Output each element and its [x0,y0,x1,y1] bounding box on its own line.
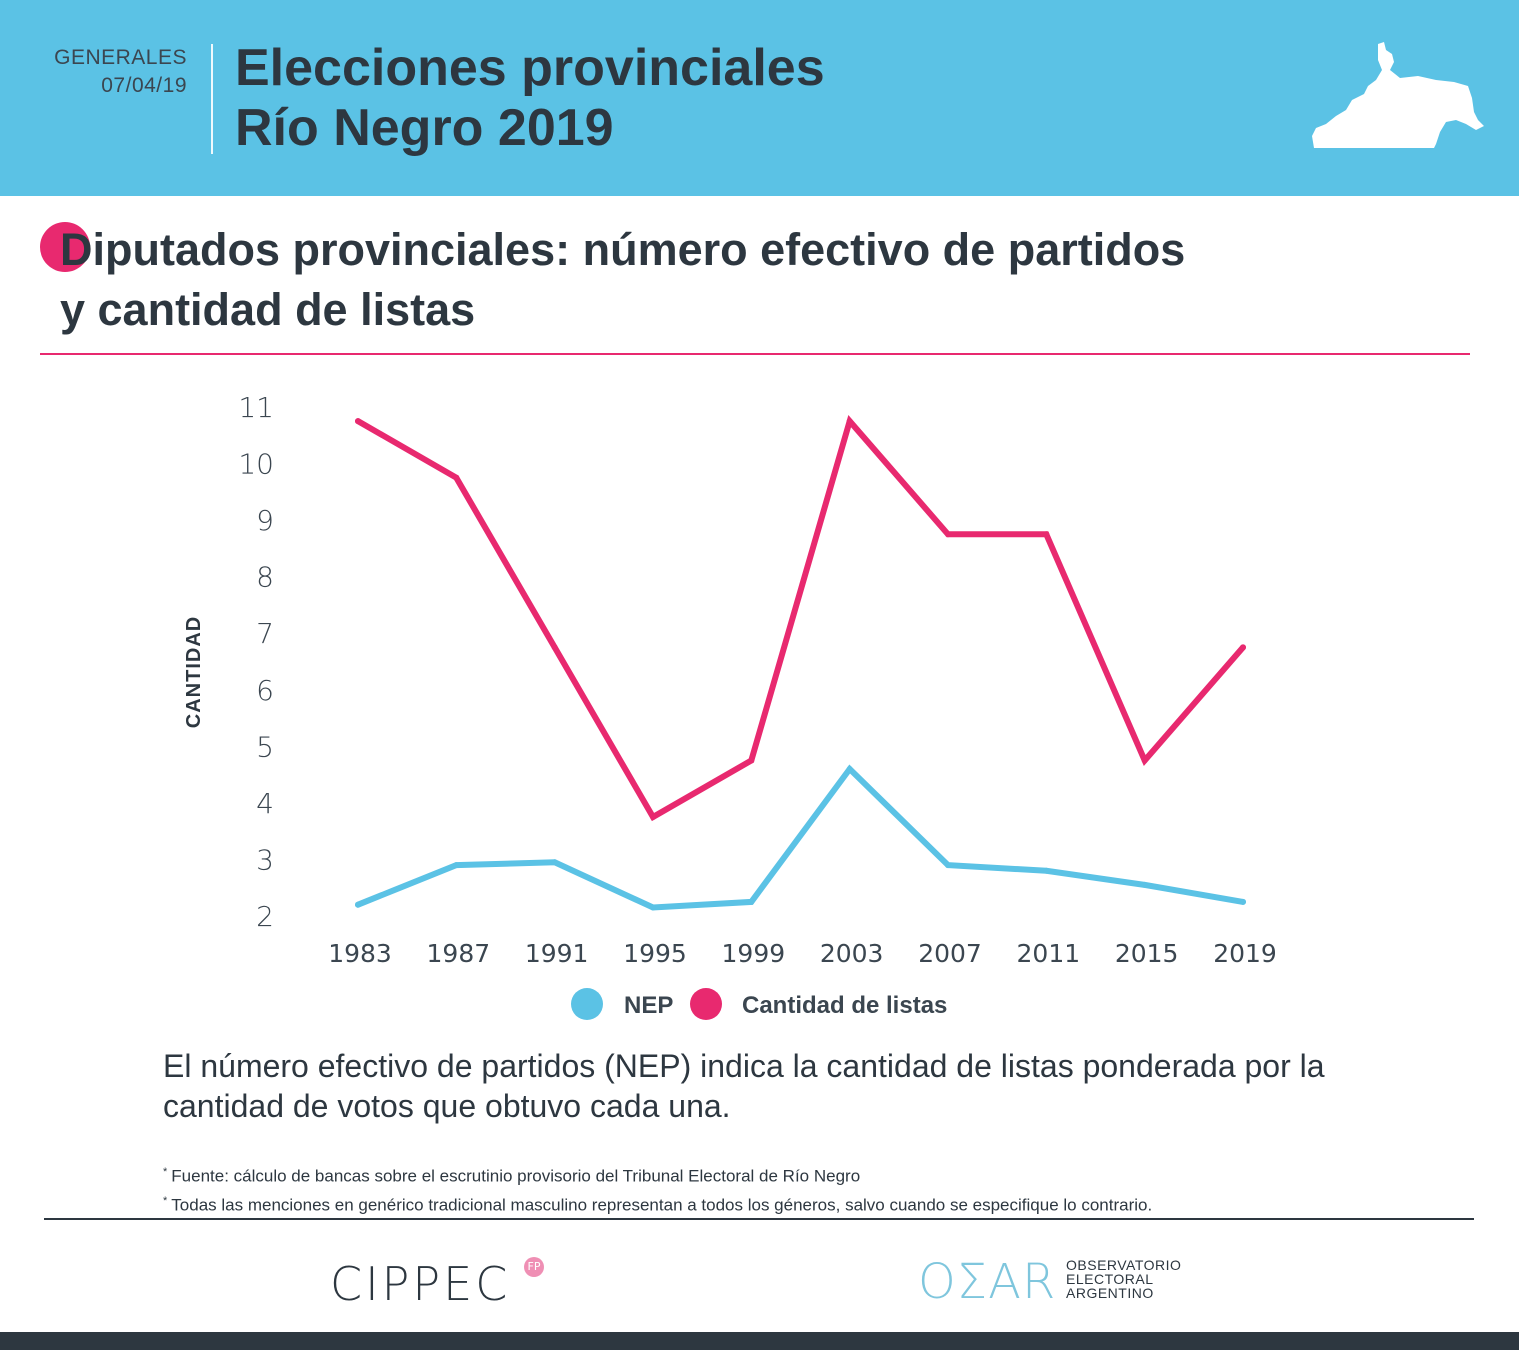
chart-title-line1: Diputados provinciales: número efectivo … [60,224,1186,275]
legend-swatch-listas [690,988,722,1020]
data-point-nep [355,901,361,908]
legend-label-nep: NEP [624,992,673,1019]
data-point-listas [1141,757,1148,764]
x-tick-label: 2015 [1115,939,1179,968]
cippec-badge: FP [524,1257,544,1277]
footnote-mark: * [163,1166,168,1178]
data-point-nep [1043,867,1050,874]
oear-caption-line2: ELECTORAL [1066,1271,1154,1287]
header-divider [211,44,213,154]
data-point-listas [453,474,460,481]
data-point-listas [650,814,656,821]
explanation-text: El número efectivo de partidos (NEP) ind… [163,1048,1325,1124]
y-axis-ticks: 2 3 4 5 6 7 8 9 10 11 [238,391,274,933]
data-point-nep [1240,898,1246,905]
oear-caption-line3: ARGENTINO [1066,1285,1154,1301]
x-tick-label: 1987 [427,939,491,968]
page-title-line1: Elecciones provinciales [235,39,825,97]
data-point-nep [945,862,951,869]
footnote-source: * Fuente: cálculo de bancas sobre el escr… [163,1160,1463,1189]
data-point-nep [748,898,755,905]
footer-divider [44,1218,1474,1220]
election-date: 07/04/19 [101,74,187,97]
legend-swatch-nep [571,988,603,1020]
y-tick-label: 3 [256,843,274,876]
footnote-mark: * [163,1194,168,1207]
legend-label-listas: Cantidad de listas [742,992,947,1019]
oear-logo: OΣAR [918,1254,1057,1310]
election-type: GENERALES [54,46,187,69]
y-tick-label: 2 [256,900,274,933]
data-point-listas [551,644,558,651]
y-tick-label: 4 [256,787,274,820]
data-point-listas [355,418,361,425]
data-point-nep [453,862,460,869]
chart-title: Diputados provinciales: número efectivo … [40,220,1480,340]
data-point-nep [846,765,853,772]
x-tick-label: 1983 [328,939,392,968]
footnote-source-text: Fuente: cálculo de bancas sobre el escru… [171,1166,861,1186]
page-title: Elecciones provinciales Río Negro 2019 [235,38,825,158]
data-point-listas [748,757,755,764]
page-title-line2: Río Negro 2019 [235,99,614,157]
y-tick-label: 7 [256,617,274,650]
date-block: GENERALES 07/04/19 [54,44,187,100]
y-tick-label: 5 [256,730,274,763]
x-tick-label: 2007 [918,939,982,968]
title-bullet [40,222,90,272]
x-tick-label: 1999 [722,939,786,968]
header-band: GENERALES 07/04/19 Elecciones provincial… [0,0,1519,196]
cippec-logo: CIPPEC [330,1257,511,1311]
oear-caption-line1: OBSERVATORIO [1066,1257,1182,1273]
x-tick-label: 2019 [1213,939,1277,968]
data-point-listas [945,531,951,538]
oear-logo-caption: OBSERVATORIO ELECTORAL ARGENTINO [1066,1258,1181,1300]
chart-title-line2: y cantidad de listas [60,284,476,335]
x-tick-label: 2003 [820,939,884,968]
data-point-listas [1240,644,1246,651]
y-axis-title: CANTIDAD [183,616,205,728]
bottom-bar [0,1332,1519,1350]
series-line-listas [355,414,1246,822]
x-tick-label: 2011 [1017,939,1081,968]
y-tick-label: 8 [256,561,274,594]
y-tick-label: 6 [256,674,274,707]
x-axis-ticks: 1983 1987 1991 1995 1999 2003 2007 2011 2015 2019 [328,939,1277,968]
data-point-listas [1043,531,1050,538]
series-line-nep [355,764,1246,911]
x-tick-label: 1995 [623,939,687,968]
footnote-gender-text: Todas las menciones en genérico tradicio… [171,1195,1153,1215]
data-point-nep [551,859,558,866]
x-tick-label: 1991 [525,939,589,968]
y-tick-label: 10 [238,448,274,481]
series-group [355,414,1246,911]
line-chart: 2 3 4 5 6 7 8 9 10 11 1983 1987 1991 1995 1999 2003 200… [183,391,1277,1020]
y-tick-label: 9 [256,504,274,537]
y-tick-label: 11 [238,391,274,424]
data-point-listas [846,418,853,425]
title-divider [40,353,1470,355]
footnotes: * Fuente: cálculo de bancas sobre el escr… [163,1160,1463,1217]
rio-negro-map-icon [1312,42,1484,148]
data-point-nep [1141,881,1148,888]
data-point-nep [650,904,656,911]
legend: NEP Cantidad de listas [571,988,947,1020]
footnote-gender: * Todas las menciones en genérico tradici… [163,1189,1463,1218]
